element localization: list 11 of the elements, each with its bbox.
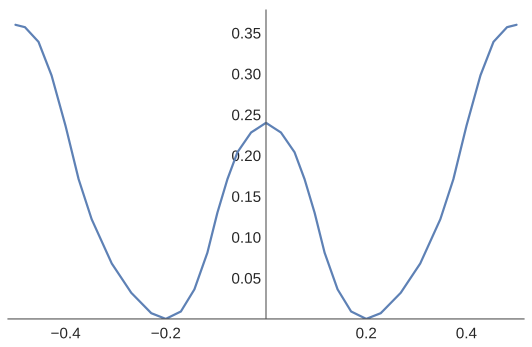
x-tick-label: −0.4 — [51, 328, 80, 338]
x-tick-label: 0.2 — [356, 328, 376, 338]
y-tick-label: 0.30 — [232, 68, 261, 80]
y-tick-label: 0.15 — [232, 191, 260, 202]
line-series — [14, 24, 518, 319]
y-tick-label: 0.10 — [232, 232, 261, 243]
y-tick-label: 0.05 — [232, 272, 260, 284]
x-tick-label: −0.2 — [151, 328, 180, 338]
y-tick-label: 0.35 — [232, 28, 260, 39]
x-tick-label: 0.4 — [456, 328, 477, 338]
y-tick-label: 0.25 — [232, 110, 260, 120]
